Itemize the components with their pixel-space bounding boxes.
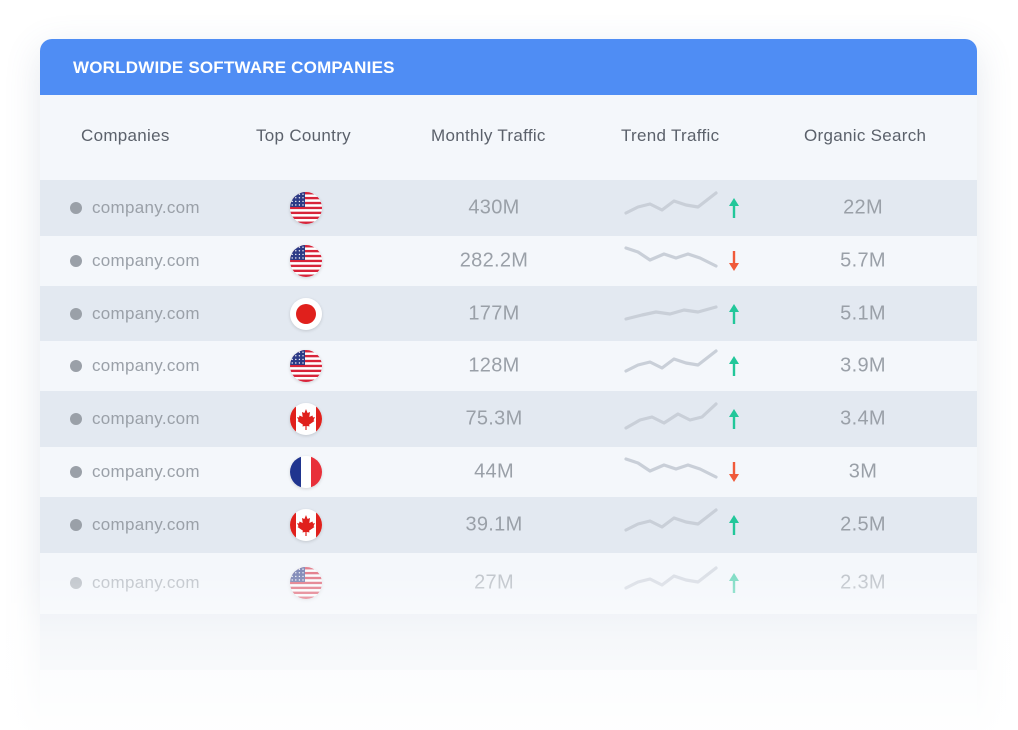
table-row[interactable]: company.com 177M 5.1M bbox=[40, 286, 977, 341]
column-header-organic-search[interactable]: Organic Search bbox=[804, 126, 927, 145]
column-header-trend-traffic[interactable]: Trend Traffic bbox=[621, 126, 720, 145]
organic-search-value: 22M bbox=[843, 196, 883, 219]
organic-search-value: 3M bbox=[848, 460, 878, 483]
trend-sparkline bbox=[624, 246, 718, 268]
trend-sparkline bbox=[624, 457, 718, 479]
card-title: WORLDWIDE SOFTWARE COMPANIES bbox=[73, 58, 395, 77]
monthly-traffic-value: 430M bbox=[468, 196, 520, 219]
us-flag-icon bbox=[290, 192, 322, 224]
trend-up-arrow-icon bbox=[728, 572, 740, 594]
company-name[interactable]: company.com bbox=[92, 409, 200, 428]
column-header-companies[interactable]: Companies bbox=[81, 126, 170, 145]
row-bullet-icon bbox=[70, 577, 82, 589]
company-name[interactable]: company.com bbox=[92, 573, 200, 592]
table-row[interactable]: company.com 75.3M 3.4M bbox=[40, 391, 977, 447]
trend-sparkline bbox=[624, 508, 718, 532]
organic-search-value: 3.4M bbox=[840, 407, 886, 430]
monthly-traffic-value: 39.1M bbox=[465, 513, 523, 536]
monthly-traffic-value: 128M bbox=[468, 354, 520, 377]
table-row[interactable]: company.com 44M 3M bbox=[40, 447, 977, 497]
row-bullet-icon bbox=[70, 308, 82, 320]
company-name[interactable]: company.com bbox=[92, 515, 200, 534]
trend-sparkline bbox=[624, 349, 718, 373]
monthly-traffic-value: 44M bbox=[474, 460, 514, 483]
trend-up-arrow-icon bbox=[728, 355, 740, 377]
table-row[interactable]: company.com 282.2M 5.7M bbox=[40, 236, 977, 286]
trend-down-arrow-icon bbox=[728, 250, 740, 272]
row-bullet-icon bbox=[70, 255, 82, 267]
table-row[interactable]: company.com 27M 2.3M bbox=[40, 553, 977, 613]
monthly-traffic-value: 282.2M bbox=[459, 249, 529, 272]
organic-search-value: 2.5M bbox=[840, 513, 886, 536]
row-bullet-icon bbox=[70, 360, 82, 372]
table-row[interactable]: company.com 128M 3.9M bbox=[40, 341, 977, 391]
companies-table-card: WORLDWIDE SOFTWARE COMPANIES Companies T… bbox=[40, 39, 977, 730]
france-flag-icon bbox=[290, 456, 322, 488]
company-name[interactable]: company.com bbox=[92, 304, 200, 323]
trend-sparkline bbox=[624, 191, 718, 215]
monthly-traffic-value: 177M bbox=[468, 302, 520, 325]
us-flag-icon bbox=[290, 245, 322, 277]
company-name[interactable]: company.com bbox=[92, 356, 200, 375]
trend-down-arrow-icon bbox=[728, 461, 740, 483]
organic-search-value: 2.3M bbox=[840, 571, 886, 594]
monthly-traffic-value: 27M bbox=[474, 571, 514, 594]
trend-up-arrow-icon bbox=[728, 303, 740, 325]
monthly-traffic-value: 75.3M bbox=[465, 407, 523, 430]
table-row[interactable]: company.com 39.1M 2.5M bbox=[40, 497, 977, 553]
table-header: Companies Top Country Monthly Traffic Tr… bbox=[40, 95, 977, 180]
trend-sparkline bbox=[624, 305, 718, 321]
row-bullet-icon bbox=[70, 466, 82, 478]
column-header-top-country[interactable]: Top Country bbox=[256, 126, 351, 145]
trend-up-arrow-icon bbox=[728, 514, 740, 536]
table-empty-row bbox=[40, 614, 977, 670]
japan-flag-icon bbox=[290, 298, 322, 330]
trend-up-arrow-icon bbox=[728, 197, 740, 219]
organic-search-value: 5.1M bbox=[840, 302, 886, 325]
canada-flag-icon bbox=[290, 509, 322, 541]
row-bullet-icon bbox=[70, 413, 82, 425]
row-bullet-icon bbox=[70, 202, 82, 214]
row-bullet-icon bbox=[70, 519, 82, 531]
company-name[interactable]: company.com bbox=[92, 462, 200, 481]
organic-search-value: 3.9M bbox=[840, 354, 886, 377]
table-row[interactable]: company.com 430M 22M bbox=[40, 180, 977, 236]
column-header-monthly-traffic[interactable]: Monthly Traffic bbox=[431, 126, 546, 145]
organic-search-value: 5.7M bbox=[840, 249, 886, 272]
trend-sparkline bbox=[624, 566, 718, 590]
us-flag-icon bbox=[290, 350, 322, 382]
trend-up-arrow-icon bbox=[728, 408, 740, 430]
trend-sparkline bbox=[624, 402, 718, 430]
card-header: WORLDWIDE SOFTWARE COMPANIES bbox=[40, 39, 977, 95]
company-name[interactable]: company.com bbox=[92, 251, 200, 270]
us-flag-icon bbox=[290, 567, 322, 599]
company-name[interactable]: company.com bbox=[92, 198, 200, 217]
canada-flag-icon bbox=[290, 403, 322, 435]
